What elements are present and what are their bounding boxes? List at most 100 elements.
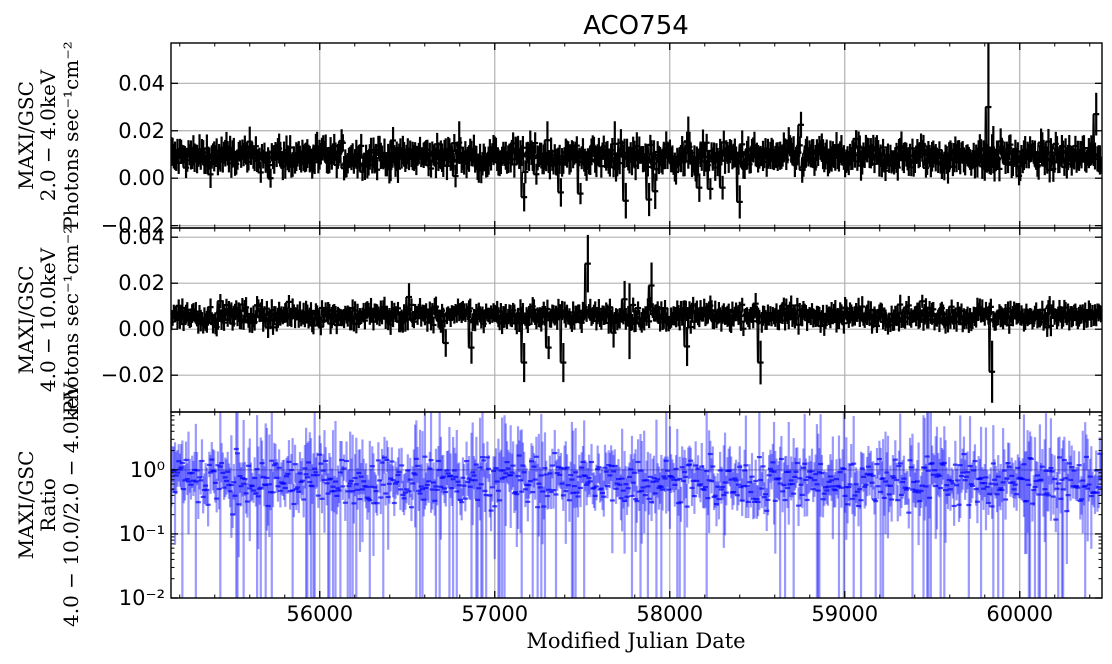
- step-connector: [799, 166, 802, 171]
- step-connector: [697, 309, 700, 315]
- step-connector: [432, 144, 435, 164]
- step-connector: [550, 155, 553, 166]
- step-connector: [849, 316, 852, 319]
- step-connector: [1089, 311, 1092, 319]
- step-connector: [644, 166, 647, 200]
- step-connector: [284, 157, 287, 161]
- step-connector: [665, 322, 668, 325]
- step-connector: [418, 312, 421, 319]
- step-connector: [217, 301, 220, 321]
- step-connector: [947, 151, 950, 155]
- step-connector: [246, 141, 249, 155]
- step-connector: [934, 156, 936, 162]
- step-connector: [469, 318, 472, 323]
- step-connector: [929, 153, 931, 157]
- step-connector: [873, 149, 876, 153]
- step-connector: [404, 151, 407, 159]
- step-connector: [755, 157, 757, 160]
- step-connector: [521, 171, 524, 198]
- step-connector: [1018, 156, 1021, 163]
- step-connector: [886, 319, 889, 326]
- step-connector: [1063, 157, 1066, 165]
- step-connector: [1044, 141, 1047, 161]
- step-connector: [702, 313, 705, 317]
- step-connector: [869, 147, 871, 155]
- step-connector: [321, 148, 324, 151]
- step-connector: [789, 151, 792, 155]
- step-connector: [293, 310, 296, 315]
- step-connector: [437, 154, 440, 158]
- step-connector: [348, 308, 351, 321]
- step-connector: [579, 149, 582, 162]
- step-connector: [444, 151, 446, 166]
- step-connector: [958, 310, 961, 324]
- step-connector: [766, 314, 769, 319]
- step-connector: [677, 309, 680, 318]
- step-connector: [238, 149, 241, 157]
- step-connector: [1078, 312, 1081, 316]
- step-connector: [886, 155, 889, 165]
- step-connector: [937, 162, 940, 165]
- step-connector: [609, 150, 612, 168]
- step-connector: [602, 156, 604, 159]
- step-connector: [475, 157, 478, 169]
- step-connector: [439, 310, 441, 316]
- step-connector: [589, 312, 592, 316]
- step-connector: [782, 308, 784, 321]
- step-connector: [316, 153, 319, 156]
- step-connector: [1034, 317, 1037, 320]
- step-connector: [224, 153, 227, 160]
- step-connector: [752, 303, 755, 315]
- step-connector: [695, 162, 698, 188]
- step-connector: [387, 311, 390, 325]
- step-connector: [647, 144, 650, 155]
- step-connector: [1017, 315, 1020, 319]
- step-connector: [529, 155, 532, 159]
- step-connector: [310, 158, 313, 163]
- step-connector: [904, 305, 907, 318]
- step-connector: [185, 317, 188, 321]
- step-connector: [278, 314, 281, 318]
- step-connector: [372, 158, 375, 170]
- step-connector: [642, 313, 645, 317]
- step-connector: [637, 322, 640, 325]
- step-connector: [969, 313, 972, 322]
- step-connector: [272, 151, 275, 156]
- step-connector: [397, 319, 400, 322]
- step-connector: [1000, 316, 1003, 320]
- step-connector: [195, 149, 198, 159]
- step-connector: [610, 143, 613, 168]
- step-connector: [185, 148, 188, 155]
- step-connector: [1072, 146, 1075, 162]
- step-connector: [558, 310, 560, 312]
- step-connector: [467, 149, 470, 154]
- step-connector: [176, 315, 179, 319]
- step-connector: [675, 315, 678, 320]
- step-connector: [951, 149, 954, 158]
- step-connector: [382, 314, 385, 319]
- step-connector: [967, 159, 969, 167]
- step-connector: [191, 311, 194, 316]
- step-connector: [1016, 312, 1018, 318]
- step-connector: [397, 148, 400, 159]
- step-connector: [517, 152, 520, 156]
- step-connector: [228, 309, 231, 324]
- step-connector: [316, 321, 319, 327]
- step-connector: [867, 310, 870, 324]
- step-connector: [904, 158, 907, 162]
- step-connector: [562, 311, 565, 318]
- step-connector: [388, 311, 391, 318]
- step-connector: [319, 307, 321, 321]
- step-connector: [559, 310, 562, 363]
- step-connector: [718, 155, 721, 188]
- step-connector: [555, 156, 558, 160]
- step-connector: [1052, 315, 1055, 320]
- step-connector: [470, 148, 473, 160]
- step-connector: [396, 148, 399, 157]
- step-connector: [838, 311, 841, 319]
- step-connector: [542, 156, 544, 162]
- step-connector: [711, 153, 713, 168]
- step-connector: [244, 158, 247, 162]
- step-connector: [1005, 147, 1007, 163]
- step-connector: [568, 149, 571, 155]
